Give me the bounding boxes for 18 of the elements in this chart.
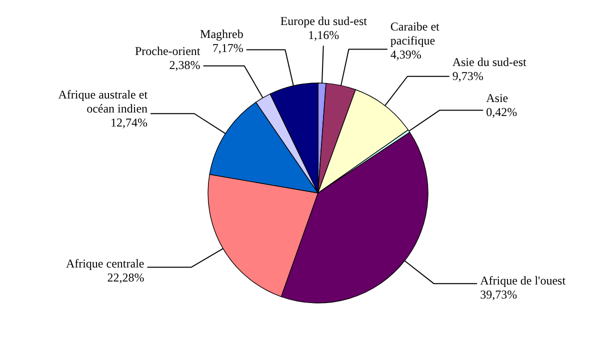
slice-label: Asie: [486, 90, 508, 105]
slice-label: Afrique de l'ouest: [480, 273, 566, 288]
data-label: 1,16%: [308, 28, 340, 42]
data-label: 9,73%: [452, 68, 484, 83]
slice-label: Afrique australe et océan indien: [58, 87, 148, 116]
data-label: 39,73%: [480, 287, 518, 302]
slice-label: Maghreb: [200, 26, 244, 41]
data-label: 4,39%: [390, 47, 422, 62]
slice-label: Caraibe et pacifique: [390, 19, 440, 48]
data-label: 2,38%: [169, 58, 200, 72]
data-label: 12,74%: [110, 115, 148, 130]
data-label: 0,42%: [486, 104, 518, 119]
slice-label: Asie du sud-est: [452, 54, 528, 69]
data-label: 7,17%: [212, 40, 244, 55]
data-label: 22,28%: [107, 270, 144, 284]
slice-label: Proche-orient: [134, 44, 201, 58]
slice-label: Afrique centrale: [66, 256, 144, 270]
slice-label: Europe du sud-est: [280, 14, 368, 28]
